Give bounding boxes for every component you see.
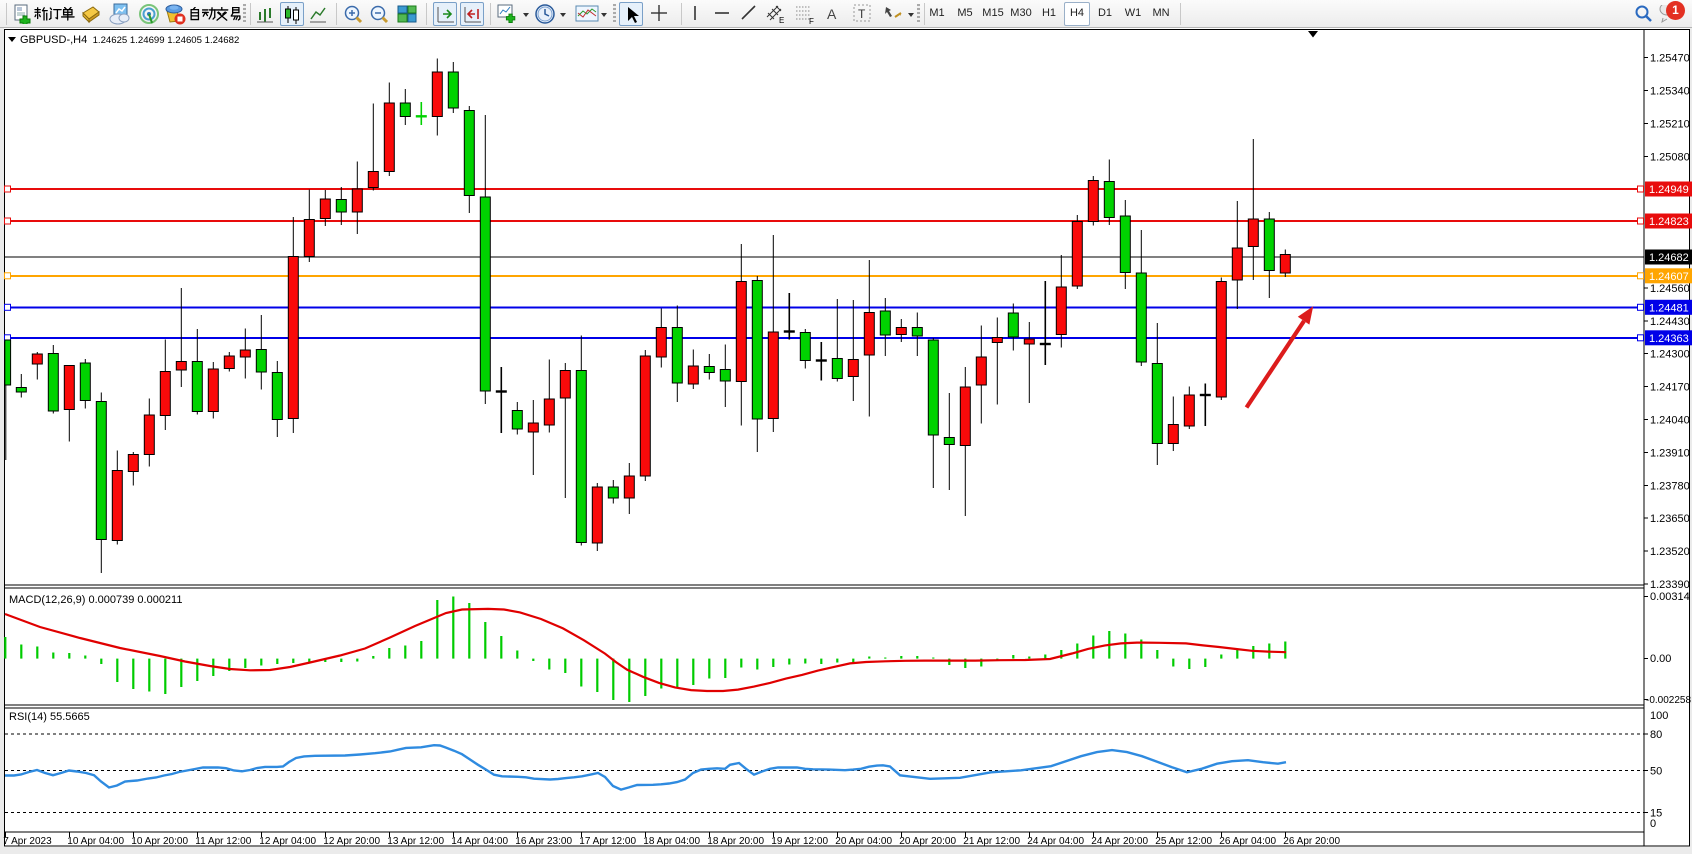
svg-text:13 Apr 12:00: 13 Apr 12:00 xyxy=(387,836,444,847)
svg-text:1.25470: 1.25470 xyxy=(1650,53,1690,65)
svg-text:18 Apr 20:00: 18 Apr 20:00 xyxy=(707,836,764,847)
svg-text:80: 80 xyxy=(1650,729,1662,741)
svg-text:25 Apr 12:00: 25 Apr 12:00 xyxy=(1155,836,1212,847)
svg-text:15: 15 xyxy=(1650,807,1662,819)
svg-text:1.24607: 1.24607 xyxy=(1649,271,1689,283)
svg-text:10 Apr 04:00: 10 Apr 04:00 xyxy=(67,836,124,847)
svg-text:21 Apr 12:00: 21 Apr 12:00 xyxy=(963,836,1020,847)
svg-text:100: 100 xyxy=(1650,710,1668,722)
svg-text:MACD(12,26,9) 0.000739 0.00021: MACD(12,26,9) 0.000739 0.000211 xyxy=(9,594,182,606)
svg-text:18 Apr 04:00: 18 Apr 04:00 xyxy=(643,836,700,847)
svg-text:T: T xyxy=(858,7,866,21)
svg-text:1.24823: 1.24823 xyxy=(1649,216,1689,228)
svg-text:50: 50 xyxy=(1650,765,1662,777)
svg-text:24 Apr 20:00: 24 Apr 20:00 xyxy=(1091,836,1148,847)
svg-text:1.23780: 1.23780 xyxy=(1650,480,1690,492)
svg-text:1.24560: 1.24560 xyxy=(1650,283,1690,295)
svg-text:1.24949: 1.24949 xyxy=(1649,184,1689,196)
svg-text:1.24300: 1.24300 xyxy=(1650,349,1690,361)
svg-text:1.24430: 1.24430 xyxy=(1650,316,1690,328)
svg-text:0.00: 0.00 xyxy=(1650,653,1671,665)
svg-text:1.25340: 1.25340 xyxy=(1650,86,1690,98)
svg-text:1.23520: 1.23520 xyxy=(1650,546,1690,558)
svg-text:GBPUSD-,H4 1.24625 1.24699 1.: GBPUSD-,H4 1.24625 1.24699 1.24605 1.246… xyxy=(20,34,239,46)
svg-text:1.24682: 1.24682 xyxy=(1649,252,1689,264)
svg-text:11 Apr 12:00: 11 Apr 12:00 xyxy=(195,836,251,847)
svg-text:26 Apr 20:00: 26 Apr 20:00 xyxy=(1283,836,1340,847)
svg-text:1.25080: 1.25080 xyxy=(1650,151,1690,163)
svg-text:0: 0 xyxy=(1650,818,1656,830)
svg-text:12 Apr 04:00: 12 Apr 04:00 xyxy=(259,836,316,847)
svg-text:20 Apr 04:00: 20 Apr 04:00 xyxy=(835,836,892,847)
svg-text:7 Apr 2023: 7 Apr 2023 xyxy=(3,836,52,847)
svg-text:E: E xyxy=(779,16,784,25)
svg-text:19 Apr 12:00: 19 Apr 12:00 xyxy=(771,836,828,847)
svg-text:1.24040: 1.24040 xyxy=(1650,415,1690,427)
svg-text:1.24363: 1.24363 xyxy=(1649,333,1689,345)
svg-text:1.25210: 1.25210 xyxy=(1650,118,1690,130)
svg-text:20 Apr 20:00: 20 Apr 20:00 xyxy=(899,836,956,847)
svg-text:17 Apr 12:00: 17 Apr 12:00 xyxy=(579,836,636,847)
svg-text:1.24481: 1.24481 xyxy=(1649,302,1689,314)
svg-text:12 Apr 20:00: 12 Apr 20:00 xyxy=(323,836,380,847)
svg-text:0.00314: 0.00314 xyxy=(1650,591,1690,603)
svg-text:1.23390: 1.23390 xyxy=(1650,579,1690,591)
svg-text:1.23910: 1.23910 xyxy=(1650,447,1690,459)
svg-text:RSI(14) 55.5665: RSI(14) 55.5665 xyxy=(9,711,90,723)
svg-text:F: F xyxy=(809,17,814,25)
svg-text:-0.002258: -0.002258 xyxy=(1646,695,1691,706)
svg-text:14 Apr 04:00: 14 Apr 04:00 xyxy=(451,836,508,847)
svg-text:26 Apr 04:00: 26 Apr 04:00 xyxy=(1219,836,1276,847)
svg-text:10 Apr 20:00: 10 Apr 20:00 xyxy=(131,836,188,847)
svg-text:16 Apr 23:00: 16 Apr 23:00 xyxy=(515,836,572,847)
svg-text:1.23650: 1.23650 xyxy=(1650,513,1690,525)
svg-text:24 Apr 04:00: 24 Apr 04:00 xyxy=(1027,836,1084,847)
svg-text:1.24170: 1.24170 xyxy=(1650,382,1690,394)
